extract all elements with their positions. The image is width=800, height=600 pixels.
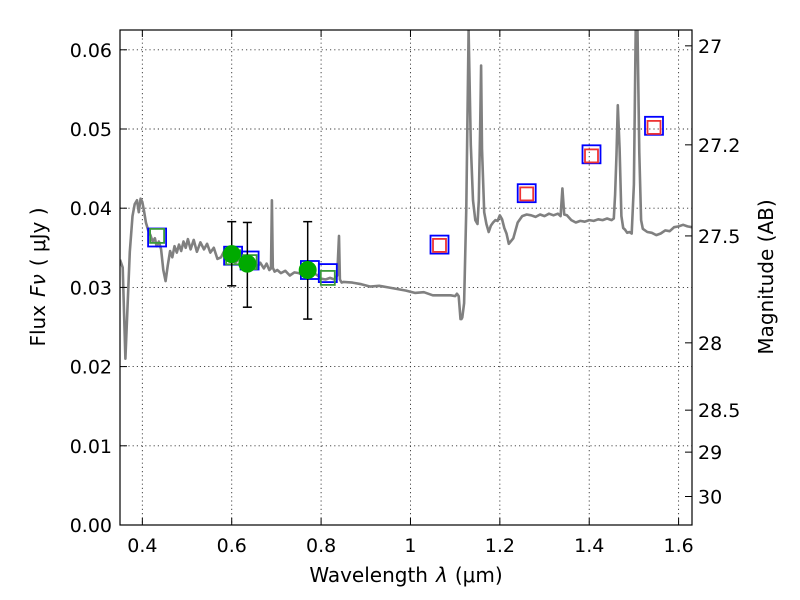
blue-square-5 (429, 234, 450, 255)
y2-tick-label-3: 28 (698, 333, 722, 355)
x-tick-label-6: 1.6 (663, 535, 693, 557)
spectrum-layer (120, 30, 692, 360)
grid (120, 30, 692, 526)
x-axis-label: Wavelength λ (μm) (309, 563, 502, 587)
plot-frame (119, 29, 693, 526)
y-tick-label-5: 0.05 (70, 119, 112, 141)
y2-tick-label-6: 30 (698, 486, 722, 508)
x-tick-label-3: 1 (404, 535, 416, 557)
red-square-0 (432, 237, 447, 253)
y2-tick-label-4: 28.5 (698, 400, 740, 422)
y2-axis-label: Magnitude (AB) (754, 199, 778, 354)
x-tick-label-5: 1.4 (574, 535, 604, 557)
y-tick-label-6: 0.06 (70, 40, 112, 62)
blue-square-4 (317, 263, 338, 284)
green-circle-1 (238, 254, 257, 273)
y-tick-label-2: 0.02 (70, 357, 112, 379)
y-axis-label: FluxFν( μJy ) (26, 207, 50, 346)
x-tick-label-0: 0.4 (127, 535, 157, 557)
green-square-0 (149, 227, 166, 244)
red-square-2 (584, 148, 599, 164)
green-circle-2 (298, 260, 317, 279)
y2-tick-label-0: 27 (698, 36, 722, 58)
blue-square-8 (644, 115, 664, 136)
x-tick-label-4: 1.2 (485, 535, 515, 557)
green-circle-0 (222, 245, 241, 264)
y-tick-label-1: 0.01 (70, 436, 112, 458)
red-square-1 (519, 186, 535, 202)
y2-tick-label-2: 27.5 (698, 226, 740, 248)
spectrum-line (120, 30, 692, 360)
x-tick-label-1: 0.6 (217, 535, 247, 557)
y-tick-label-3: 0.03 (70, 277, 112, 299)
y2-tick-label-5: 29 (698, 442, 722, 464)
blue-square-7 (581, 144, 602, 165)
y-tick-label-4: 0.04 (70, 198, 112, 220)
y-tick-label-0: 0.00 (70, 515, 112, 537)
y2-tick-label-1: 27.2 (698, 135, 740, 157)
blue-square-6 (516, 183, 537, 204)
x-tick-label-2: 0.8 (306, 535, 336, 557)
axes: 0.4 0.6 0.8 1 1.2 1.4 1.6 0.00 0.01 0.02 0.03 0.04 0… (70, 29, 740, 557)
marker-layer (147, 115, 664, 320)
red-square-3 (646, 120, 662, 135)
green-square-3 (319, 269, 336, 286)
